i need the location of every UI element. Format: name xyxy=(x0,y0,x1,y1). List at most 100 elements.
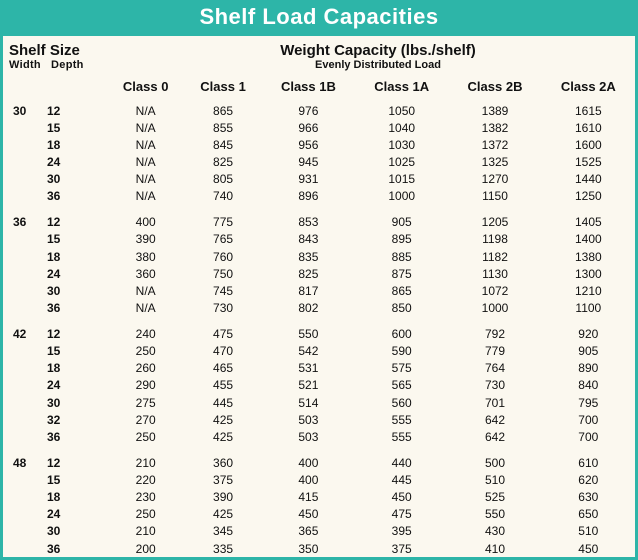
table-row: 36N/A73080285010001100 xyxy=(3,300,635,317)
value-cell: 1382 xyxy=(448,119,541,136)
width-cell xyxy=(3,282,47,299)
value-cell: 560 xyxy=(355,394,448,411)
value-cell: 270 xyxy=(107,411,184,428)
value-cell: 730 xyxy=(184,300,261,317)
value-cell: 1205 xyxy=(448,205,541,231)
value-cell: 792 xyxy=(448,317,541,343)
depth-cell: 32 xyxy=(47,411,107,428)
table-row: 3012N/A865976105013891615 xyxy=(3,102,635,119)
depth-cell: 24 xyxy=(47,265,107,282)
value-cell: 390 xyxy=(107,231,184,248)
value-cell: 905 xyxy=(355,205,448,231)
value-cell: 450 xyxy=(542,540,635,557)
value-cell: 1198 xyxy=(448,231,541,248)
table-row: 18230390415450525630 xyxy=(3,488,635,505)
table-row: 36200335350375410450 xyxy=(3,540,635,557)
value-cell: 1182 xyxy=(448,248,541,265)
table-row: 361240077585390512051405 xyxy=(3,205,635,231)
table-row: 15250470542590779905 xyxy=(3,342,635,359)
width-cell xyxy=(3,231,47,248)
value-cell: 865 xyxy=(184,102,261,119)
value-cell: 764 xyxy=(448,360,541,377)
value-cell: 200 xyxy=(107,540,184,557)
width-cell xyxy=(3,154,47,171)
table-row: 30210345365395430510 xyxy=(3,523,635,540)
value-cell: 642 xyxy=(448,411,541,428)
weight-capacity-label: Weight Capacity (lbs./shelf) xyxy=(127,42,629,59)
value-cell: 700 xyxy=(542,428,635,445)
value-cell: 360 xyxy=(184,446,261,472)
depth-cell: 12 xyxy=(47,317,107,343)
value-cell: 650 xyxy=(542,506,635,523)
value-cell: 740 xyxy=(184,188,261,205)
value-cell: 956 xyxy=(262,136,355,153)
value-cell: 445 xyxy=(184,394,261,411)
width-cell xyxy=(3,428,47,445)
value-cell: 825 xyxy=(184,154,261,171)
table-row: 4812210360400440500610 xyxy=(3,446,635,472)
value-cell: 750 xyxy=(184,265,261,282)
value-cell: 230 xyxy=(107,488,184,505)
value-cell: 510 xyxy=(542,523,635,540)
value-cell: 250 xyxy=(107,506,184,523)
table-row: 1539076584389511981400 xyxy=(3,231,635,248)
value-cell: 630 xyxy=(542,488,635,505)
width-cell xyxy=(3,171,47,188)
depth-cell: 30 xyxy=(47,394,107,411)
table-row: 30275445514560701795 xyxy=(3,394,635,411)
depth-cell: 18 xyxy=(47,248,107,265)
value-cell: 1000 xyxy=(355,188,448,205)
width-cell: 48 xyxy=(3,446,47,472)
value-cell: 802 xyxy=(262,300,355,317)
value-cell: 425 xyxy=(184,428,261,445)
value-cell: 1372 xyxy=(448,136,541,153)
value-cell: 976 xyxy=(262,102,355,119)
table-row: 30N/A74581786510721210 xyxy=(3,282,635,299)
value-cell: 945 xyxy=(262,154,355,171)
width-cell xyxy=(3,265,47,282)
title-bar: Shelf Load Capacities xyxy=(3,0,635,36)
shelf-size-header: Shelf Size Width Depth xyxy=(9,42,127,71)
table-row: 18260465531575764890 xyxy=(3,360,635,377)
value-cell: N/A xyxy=(107,154,184,171)
depth-column-header xyxy=(47,73,107,102)
value-cell: 555 xyxy=(355,428,448,445)
value-cell: 400 xyxy=(107,205,184,231)
depth-cell: 24 xyxy=(47,154,107,171)
header-row: Shelf Size Width Depth Weight Capacity (… xyxy=(3,36,635,73)
value-cell: 455 xyxy=(184,377,261,394)
value-cell: 1389 xyxy=(448,102,541,119)
value-cell: 825 xyxy=(262,265,355,282)
value-cell: 855 xyxy=(184,119,261,136)
value-cell: N/A xyxy=(107,136,184,153)
depth-cell: 12 xyxy=(47,102,107,119)
value-cell: 700 xyxy=(542,411,635,428)
weight-capacity-sublabel: Evenly Distributed Load xyxy=(127,59,629,71)
value-cell: 375 xyxy=(184,471,261,488)
value-cell: 400 xyxy=(262,471,355,488)
width-cell xyxy=(3,377,47,394)
value-cell: 1405 xyxy=(542,205,635,231)
value-cell: 425 xyxy=(184,411,261,428)
width-cell: 36 xyxy=(3,205,47,231)
value-cell: 845 xyxy=(184,136,261,153)
value-cell: 430 xyxy=(448,523,541,540)
class-header: Class 1B xyxy=(262,73,355,102)
value-cell: 1615 xyxy=(542,102,635,119)
value-cell: 445 xyxy=(355,471,448,488)
depth-cell: 36 xyxy=(47,540,107,557)
value-cell: 920 xyxy=(542,317,635,343)
depth-cell: 15 xyxy=(47,231,107,248)
value-cell: 1050 xyxy=(355,102,448,119)
depth-cell: 18 xyxy=(47,136,107,153)
weight-capacity-header: Weight Capacity (lbs./shelf) Evenly Dist… xyxy=(127,42,629,71)
value-cell: 775 xyxy=(184,205,261,231)
capacity-table: Class 0 Class 1 Class 1B Class 1A Class … xyxy=(3,73,635,557)
value-cell: 779 xyxy=(448,342,541,359)
value-cell: 795 xyxy=(542,394,635,411)
depth-cell: 30 xyxy=(47,282,107,299)
value-cell: 745 xyxy=(184,282,261,299)
value-cell: 525 xyxy=(448,488,541,505)
depth-cell: 36 xyxy=(47,428,107,445)
value-cell: 375 xyxy=(355,540,448,557)
